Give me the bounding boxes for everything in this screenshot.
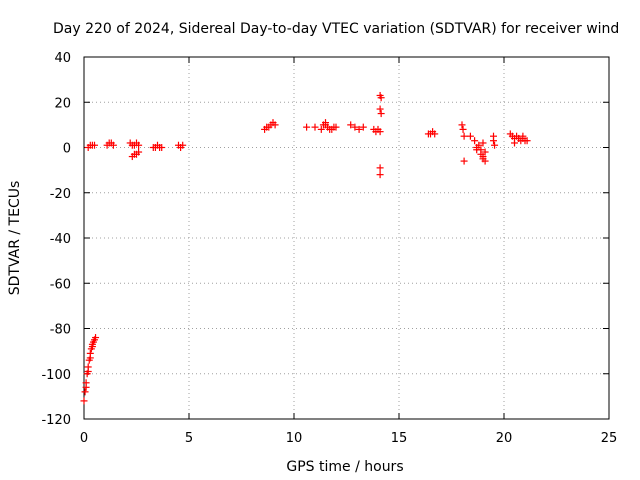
data-point	[376, 164, 384, 172]
grid-lines	[84, 57, 609, 419]
data-point	[81, 388, 89, 396]
data-point	[88, 343, 96, 351]
chart-title: Day 220 of 2024, Sidereal Day-to-day VTE…	[53, 21, 619, 37]
data-point	[179, 141, 187, 149]
data-point	[351, 123, 359, 131]
data-point	[326, 125, 334, 133]
data-point	[82, 383, 90, 391]
data-point	[322, 119, 329, 127]
y-tick-label: -100	[41, 368, 71, 383]
data-point	[135, 141, 143, 149]
data-point	[311, 123, 319, 131]
data-point	[376, 105, 384, 113]
data-point	[376, 128, 384, 136]
y-axis-label: SDTVAR / TECUs	[7, 181, 23, 296]
data-point	[109, 141, 117, 149]
data-point	[91, 141, 98, 149]
y-tick-label: 0	[63, 142, 71, 157]
data-point	[271, 121, 279, 129]
data-point	[511, 139, 518, 147]
data-point	[84, 367, 92, 375]
x-tick-label: 10	[286, 431, 303, 446]
data-point	[479, 155, 487, 163]
data-point	[481, 148, 489, 156]
data-point	[519, 132, 527, 140]
y-tick-label: -120	[41, 413, 71, 428]
data-point	[479, 139, 487, 147]
data-point	[359, 123, 367, 131]
x-tick-label: 0	[80, 431, 88, 446]
data-point	[317, 125, 325, 133]
data-point	[376, 171, 384, 179]
y-tick-label: -20	[50, 187, 71, 202]
data-point	[431, 130, 439, 138]
data-point	[86, 354, 94, 362]
x-tick-label: 5	[185, 431, 193, 446]
data-points	[80, 91, 531, 405]
data-point	[477, 150, 485, 158]
data-point	[473, 144, 481, 151]
x-tick-labels: 0 5 10 15 20 25	[80, 431, 617, 446]
data-point	[458, 121, 466, 129]
x-tick-label: 25	[601, 431, 618, 446]
data-point	[330, 123, 338, 131]
y-tick-label: -40	[50, 232, 71, 247]
plot-frame	[83, 56, 610, 420]
x-axis-label: GPS time / hours	[286, 459, 403, 475]
y-tick-label: -60	[50, 277, 71, 292]
data-point	[303, 123, 311, 131]
x-tick-label: 20	[496, 431, 513, 446]
data-point	[135, 148, 143, 156]
data-point	[491, 141, 499, 149]
data-point	[355, 125, 363, 133]
data-point	[80, 397, 88, 405]
data-point	[515, 134, 523, 142]
data-point	[471, 137, 479, 145]
data-point	[377, 94, 385, 102]
data-point	[158, 144, 166, 151]
data-point	[466, 132, 474, 140]
data-point	[92, 334, 100, 342]
y-tick-label: 20	[54, 96, 71, 111]
data-point	[347, 121, 355, 129]
x-tick-label: 15	[391, 431, 408, 446]
data-point	[490, 137, 497, 145]
axis-ticks	[83, 56, 610, 420]
y-tick-label: -80	[50, 323, 71, 338]
y-tick-labels: -120 -100 -80 -60 -40 -20 0 20 40	[41, 51, 71, 428]
data-point	[460, 132, 468, 140]
data-point	[523, 137, 531, 145]
y-tick-label: 40	[54, 51, 71, 66]
data-point	[377, 110, 385, 118]
data-point	[460, 157, 468, 165]
data-point	[459, 125, 467, 133]
